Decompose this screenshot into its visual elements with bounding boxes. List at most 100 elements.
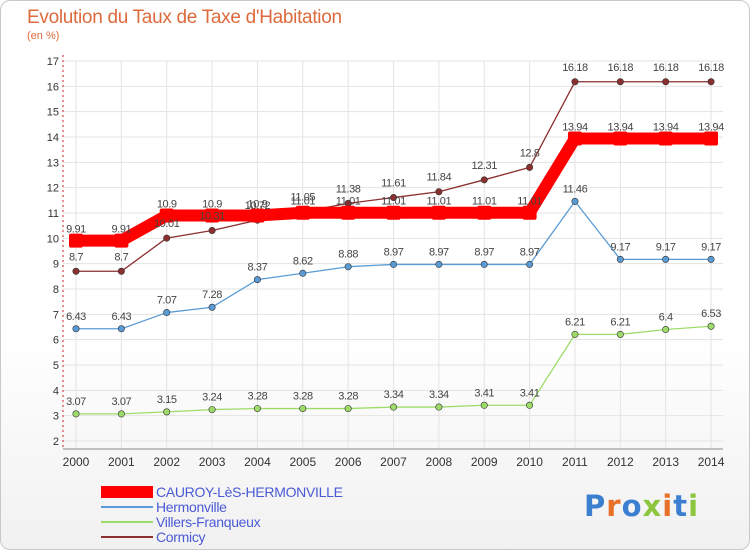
- data-point: [390, 194, 398, 202]
- data-label: 9.17: [610, 241, 630, 253]
- data-point: [480, 260, 488, 268]
- data-label: 16.18: [653, 62, 679, 74]
- data-point: [344, 263, 352, 271]
- logo-letter: i: [688, 489, 700, 523]
- data-label: 8.7: [69, 251, 83, 263]
- y-tick-label: 17: [47, 56, 59, 68]
- data-label: 10.9: [157, 199, 177, 211]
- chart-title: Evolution du Taux de Taxe d'Habitation: [27, 7, 342, 28]
- data-label: 8.97: [520, 246, 540, 258]
- data-point: [253, 405, 261, 413]
- logo-letter: t: [673, 489, 689, 523]
- x-tick-label: 2014: [698, 455, 725, 469]
- data-point: [526, 260, 534, 268]
- data-label: 3.34: [429, 389, 449, 401]
- data-point: [431, 205, 446, 220]
- data-label: 10.31: [199, 210, 225, 222]
- y-tick-label: 6: [53, 335, 59, 347]
- data-point: [707, 78, 715, 86]
- y-tick-label: 16: [47, 81, 59, 93]
- data-label: 6.43: [66, 311, 86, 323]
- data-label: 11.01: [517, 196, 542, 208]
- data-label: 8.37: [248, 262, 268, 274]
- data-point: [159, 208, 174, 223]
- data-point: [616, 330, 624, 338]
- legend-swatch: [101, 486, 153, 498]
- data-label: 13.94: [608, 122, 634, 134]
- data-point: [480, 401, 488, 409]
- data-label: 11.84: [427, 172, 452, 184]
- data-point: [571, 78, 579, 86]
- data-point: [299, 269, 307, 277]
- data-label: 11.01: [427, 196, 452, 208]
- data-point: [72, 410, 80, 418]
- data-point: [299, 405, 307, 413]
- data-label: 13.94: [653, 122, 679, 134]
- data-point: [662, 326, 670, 334]
- data-label: 11.61: [381, 178, 406, 190]
- x-tick-label: 2002: [153, 455, 180, 469]
- x-tick-label: 2005: [289, 455, 316, 469]
- data-label: 7.28: [202, 289, 222, 301]
- data-label: 3.07: [66, 396, 86, 408]
- data-label: 10.01: [154, 218, 180, 230]
- data-label: 10.72: [245, 200, 271, 212]
- data-label: 7.07: [157, 295, 177, 307]
- data-point: [571, 330, 579, 338]
- data-label: 3.41: [520, 387, 540, 399]
- data-label: 11.01: [336, 196, 361, 208]
- x-tick-label: 2009: [471, 455, 498, 469]
- data-label: 13.94: [698, 122, 724, 134]
- x-tick-label: 2000: [63, 455, 90, 469]
- data-label: 12.8: [520, 147, 540, 159]
- data-point: [477, 205, 492, 220]
- y-tick-label: 2: [53, 436, 59, 448]
- data-label: 9.91: [111, 224, 131, 236]
- data-point: [526, 401, 534, 409]
- data-point: [390, 403, 398, 411]
- legend-swatch: [101, 536, 153, 538]
- y-tick-label: 14: [47, 132, 59, 144]
- data-point: [295, 205, 310, 220]
- x-tick-label: 2008: [426, 455, 453, 469]
- data-label: 3.15: [157, 394, 177, 406]
- data-point: [571, 197, 579, 205]
- data-label: 8.7: [114, 251, 128, 263]
- data-label: 11.01: [472, 196, 497, 208]
- data-label: 3.28: [338, 391, 358, 403]
- data-point: [662, 78, 670, 86]
- data-point: [658, 131, 673, 146]
- y-tick-label: 3: [53, 411, 59, 423]
- data-point: [163, 234, 171, 242]
- y-tick-label: 4: [53, 385, 59, 397]
- logo-letter: i: [662, 489, 674, 523]
- x-tick-label: 2011: [562, 455, 588, 469]
- legend-label: Cormicy: [156, 529, 206, 545]
- data-label: 8.97: [474, 246, 494, 258]
- data-point: [250, 208, 265, 223]
- data-label: 11.46: [563, 183, 588, 195]
- y-tick-label: 5: [53, 360, 59, 372]
- y-tick-label: 13: [47, 157, 59, 169]
- y-tick-label: 8: [53, 284, 59, 296]
- data-point: [253, 276, 261, 284]
- data-point: [69, 233, 83, 248]
- data-label: 6.21: [610, 316, 630, 328]
- data-point: [205, 208, 220, 223]
- data-point: [662, 255, 670, 263]
- data-label: 16.18: [698, 62, 724, 74]
- unit-label: (en %): [27, 30, 60, 42]
- x-tick-label: 2001: [108, 455, 135, 469]
- legend-label: Hermonville: [156, 499, 227, 515]
- data-point: [208, 226, 216, 234]
- legend-label: CAUROY-LèS-HERMONVILLE: [156, 484, 343, 500]
- data-label: 8.97: [384, 246, 404, 258]
- data-label: 3.07: [111, 396, 131, 408]
- data-point: [163, 309, 171, 317]
- proxiti-logo: Proxiti: [584, 489, 699, 523]
- data-label: 10.9: [248, 199, 268, 211]
- logo-letter: o: [621, 489, 643, 523]
- data-label: 16.18: [608, 62, 634, 74]
- x-tick-label: 2012: [607, 455, 634, 469]
